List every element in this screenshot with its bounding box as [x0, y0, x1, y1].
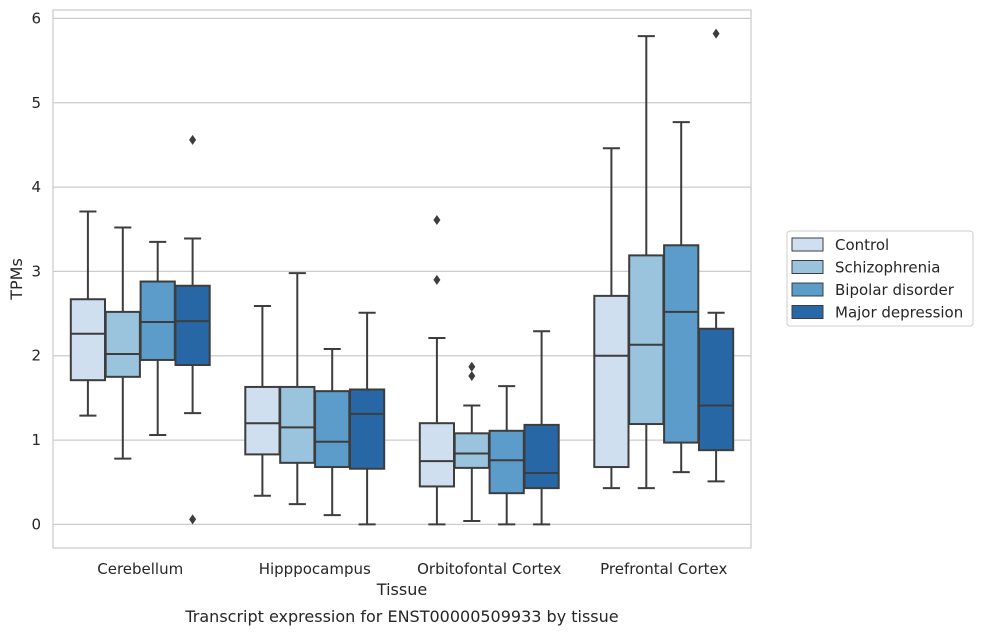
outlier-point [433, 214, 441, 225]
x-axis-label: Tissue [376, 580, 427, 599]
x-tick-labels: Cerebellum Hipppocampus Orbitofontal Corte… [97, 560, 727, 578]
outlier-point [712, 28, 720, 39]
y-tick-label: 2 [31, 347, 41, 365]
box [139, 240, 176, 437]
legend-entry-label: Schizophrenia [835, 259, 940, 277]
legend: Control Schizophrenia Bipolar disorder Majo… [786, 230, 974, 327]
box [488, 385, 525, 526]
box-iqr [69, 298, 107, 382]
chart-caption: Transcript expression for ENST0000050993… [184, 607, 618, 626]
legend-swatch [791, 237, 824, 252]
outlier-point [468, 361, 476, 372]
box-iqr [314, 390, 351, 469]
box-iqr [628, 254, 665, 426]
legend-swatch [791, 260, 824, 274]
box-iqr [523, 423, 560, 490]
y-tick-label: 4 [31, 178, 41, 196]
box [523, 330, 560, 526]
x-tick-label: Hipppocampus [259, 560, 371, 578]
box-plot-marks [69, 28, 735, 526]
legend-swatch [791, 305, 824, 319]
box-iqr [348, 388, 386, 470]
outlier-point [468, 370, 476, 381]
outlier-point [433, 274, 441, 285]
box [593, 147, 630, 490]
box-iqr [104, 310, 141, 378]
box-iqr [279, 385, 316, 464]
box-iqr [174, 284, 211, 367]
legend-frame [786, 230, 974, 327]
box-iqr [697, 327, 735, 452]
box-iqr [663, 244, 700, 444]
box [697, 28, 735, 483]
box-iqr [244, 385, 281, 456]
legend-entry-label: Bipolar disorder [835, 281, 955, 299]
box-iqr [418, 422, 456, 488]
plot-frame [52, 9, 752, 549]
x-tick-label: Orbitofontal Cortex [417, 560, 561, 578]
box [174, 134, 211, 525]
legend-entry-label: Major depression [835, 304, 963, 322]
y-tick-label: 5 [31, 94, 41, 112]
box-iqr [453, 432, 490, 469]
box [348, 311, 386, 526]
box-iqr [139, 280, 176, 361]
outlier-point [189, 134, 197, 145]
legend-swatch [791, 282, 824, 297]
y-axis-label: TPMs [7, 258, 26, 301]
box [104, 226, 141, 460]
y-tick-label: 0 [31, 515, 41, 533]
box-iqr [488, 429, 525, 495]
outlier-point [189, 514, 197, 525]
x-tick-label: Prefrontal Cortex [600, 560, 727, 578]
y-tick-label: 6 [31, 9, 41, 27]
box [628, 35, 665, 490]
y-tick-label: 1 [31, 431, 41, 449]
legend-entry-label: Control [835, 236, 889, 254]
box-iqr [593, 294, 630, 469]
box [279, 272, 316, 506]
y-tick-label: 3 [31, 262, 41, 280]
x-tick-label: Cerebellum [97, 560, 183, 578]
y-tick-labels: 0 1 2 3 4 5 6 [31, 9, 41, 533]
